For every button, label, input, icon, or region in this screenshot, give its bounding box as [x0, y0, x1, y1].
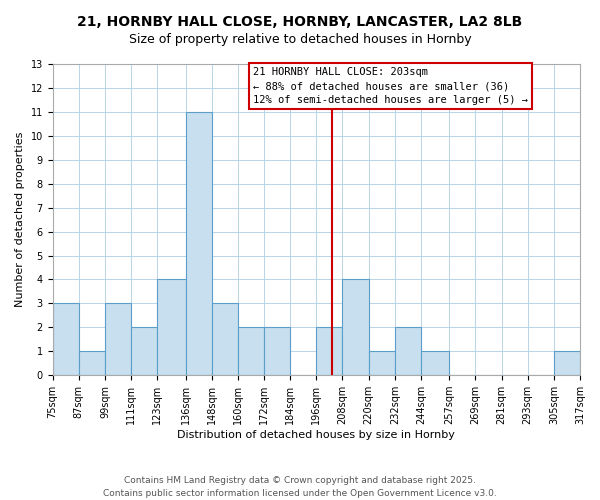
- Bar: [316, 328, 343, 375]
- Bar: [212, 304, 238, 375]
- Bar: [79, 352, 105, 375]
- Bar: [421, 352, 449, 375]
- Bar: [185, 112, 212, 375]
- Text: Contains HM Land Registry data © Crown copyright and database right 2025.
Contai: Contains HM Land Registry data © Crown c…: [103, 476, 497, 498]
- Bar: [368, 352, 395, 375]
- Bar: [238, 328, 264, 375]
- Text: Size of property relative to detached houses in Hornby: Size of property relative to detached ho…: [128, 32, 472, 46]
- Bar: [157, 280, 185, 375]
- X-axis label: Distribution of detached houses by size in Hornby: Distribution of detached houses by size …: [178, 430, 455, 440]
- Bar: [53, 304, 79, 375]
- Text: 21, HORNBY HALL CLOSE, HORNBY, LANCASTER, LA2 8LB: 21, HORNBY HALL CLOSE, HORNBY, LANCASTER…: [77, 15, 523, 29]
- Bar: [554, 352, 580, 375]
- Bar: [105, 304, 131, 375]
- Bar: [131, 328, 157, 375]
- Bar: [264, 328, 290, 375]
- Text: 21 HORNBY HALL CLOSE: 203sqm
← 88% of detached houses are smaller (36)
12% of se: 21 HORNBY HALL CLOSE: 203sqm ← 88% of de…: [253, 67, 528, 105]
- Y-axis label: Number of detached properties: Number of detached properties: [15, 132, 25, 308]
- Bar: [395, 328, 421, 375]
- Bar: [343, 280, 368, 375]
